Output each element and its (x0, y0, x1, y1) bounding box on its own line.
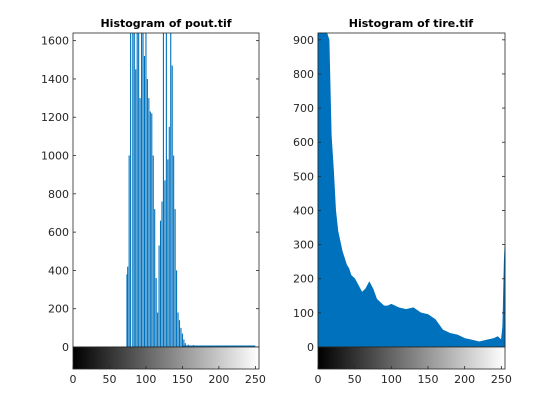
y-tick-label: 400 (293, 204, 314, 217)
y-tick-label: 100 (293, 307, 314, 320)
y-tick-label: 0 (307, 341, 314, 354)
x-tick-label: 0 (315, 373, 322, 386)
x-tick-label: 200 (454, 373, 475, 386)
histogram-tire-panel: Histogram of tire.tif 010020030040050060… (293, 17, 512, 386)
chart-title: Histogram of tire.tif (349, 17, 474, 30)
y-tick-label: 800 (293, 68, 314, 81)
grayscale-colorbar (317, 346, 506, 370)
y-tick-label: 0 (62, 341, 69, 354)
y-tick-label: 700 (293, 102, 314, 115)
y-tick-label: 600 (48, 226, 69, 239)
y-tick-label: 1400 (41, 73, 69, 86)
x-tick-label: 50 (348, 373, 362, 386)
y-tick-label: 1600 (41, 35, 69, 48)
y-tick-label: 500 (293, 170, 314, 183)
grayscale-colorbar (72, 346, 260, 370)
x-tick-label: 100 (135, 373, 156, 386)
x-tick-label: 200 (208, 373, 229, 386)
y-tick-label: 200 (48, 303, 69, 316)
y-tick-label: 900 (293, 34, 314, 47)
histogram-pout-panel: Histogram of pout.tif 020040060080010001… (41, 17, 266, 386)
histogram-area (317, 32, 506, 348)
y-tick-label: 400 (48, 264, 69, 277)
y-tick-label: 800 (48, 188, 69, 201)
y-tick-label: 600 (293, 136, 314, 149)
y-tick-label: 300 (293, 239, 314, 252)
x-tick-label: 0 (70, 373, 77, 386)
x-tick-label: 150 (172, 373, 193, 386)
y-tick-label: 1200 (41, 111, 69, 124)
chart-title: Histogram of pout.tif (100, 17, 231, 30)
x-tick-label: 250 (491, 373, 512, 386)
y-tick-label: 200 (293, 273, 314, 286)
y-tick-label: 1000 (41, 150, 69, 163)
x-tick-label: 250 (245, 373, 266, 386)
x-tick-label: 150 (418, 373, 439, 386)
x-tick-label: 50 (102, 373, 116, 386)
x-tick-label: 100 (381, 373, 402, 386)
